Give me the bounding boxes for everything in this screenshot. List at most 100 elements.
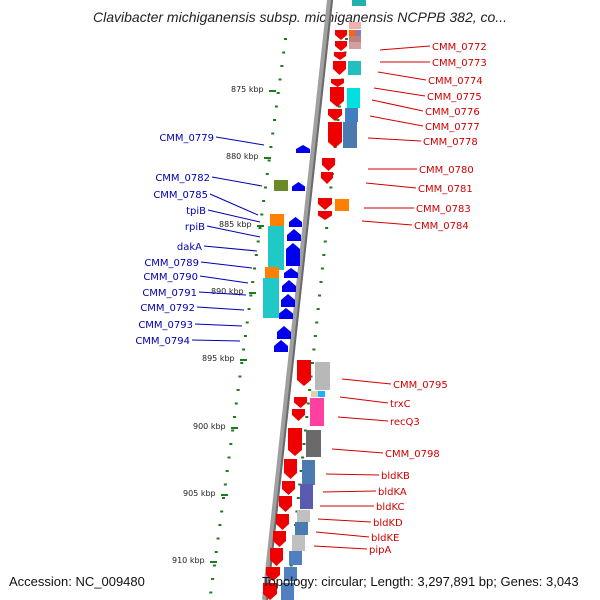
cds-segment xyxy=(281,583,294,600)
tick-dot xyxy=(313,335,317,337)
tick-dot xyxy=(298,483,302,486)
tick-dot xyxy=(242,348,246,351)
tick-dot xyxy=(325,227,329,229)
features-track xyxy=(263,0,366,600)
cds-segment xyxy=(348,61,361,75)
leader-line xyxy=(325,473,380,476)
tick-dot xyxy=(263,186,267,189)
forward-gene-arrow xyxy=(318,211,332,220)
leader-line xyxy=(203,245,258,252)
tick-dot xyxy=(220,510,224,513)
tick-dot xyxy=(253,267,257,270)
cds-segment xyxy=(297,510,310,522)
tick-dot xyxy=(218,524,222,526)
cds-segment xyxy=(349,22,361,29)
forward-gene-label: CMM_0784 xyxy=(414,221,469,232)
topology-summary: Topology: circular; Length: 3,297,891 bp… xyxy=(262,574,579,589)
tick-dot xyxy=(309,375,313,378)
cds-segment xyxy=(343,122,357,148)
tick-dot xyxy=(231,429,235,432)
reverse-gene-arrow xyxy=(287,229,301,241)
tick-dot xyxy=(276,92,280,94)
tick-dot xyxy=(310,362,314,364)
tick-dot xyxy=(238,375,242,378)
forward-gene-label: bldKB xyxy=(381,471,410,482)
tick-dot xyxy=(209,591,213,594)
tick-dot xyxy=(251,281,255,283)
reverse-gene-arrow xyxy=(284,268,298,278)
tick-dot xyxy=(278,78,282,81)
cds-segment xyxy=(318,391,325,397)
cds-segment xyxy=(295,522,308,535)
forward-gene-label: pipA xyxy=(369,545,391,556)
forward-gene-label: CMM_0778 xyxy=(423,137,478,148)
tick-dot xyxy=(214,551,218,553)
tick-dot xyxy=(323,240,327,243)
forward-gene-arrow xyxy=(276,514,289,530)
forward-gene-label: CMM_0780 xyxy=(419,165,474,176)
cds-segment xyxy=(311,391,318,397)
kbp-label: 880 kbp xyxy=(226,152,259,161)
tick-dot xyxy=(223,483,227,486)
label-leaders xyxy=(191,45,431,550)
tick-dot xyxy=(280,65,284,67)
reverse-gene-label: CMM_0789 xyxy=(144,258,199,269)
tick-dot xyxy=(337,105,341,108)
forward-gene-label: bldKE xyxy=(371,533,399,544)
cds-segment xyxy=(352,0,366,6)
tick-dot xyxy=(301,456,305,459)
reverse-gene-label: CMM_0790 xyxy=(143,272,198,283)
forward-gene-arrow xyxy=(322,158,335,171)
leader-line xyxy=(317,518,372,523)
leader-line xyxy=(361,220,413,226)
forward-gene-arrow xyxy=(335,30,347,40)
genome-backbone xyxy=(262,0,333,600)
reverse-gene-label: tpiB xyxy=(186,206,206,217)
kbp-mark xyxy=(257,225,264,227)
left-tick-track xyxy=(209,38,287,594)
tick-dot xyxy=(318,294,322,297)
tick-dot xyxy=(271,132,275,135)
kbp-label: 890 kbp xyxy=(211,287,244,296)
tick-dot xyxy=(345,38,348,40)
tick-dot xyxy=(316,308,320,310)
kbp-mark xyxy=(264,157,271,159)
leader-line xyxy=(369,115,424,127)
leader-line xyxy=(339,396,389,404)
kbp-label: 905 kbp xyxy=(183,489,216,498)
tick-dot xyxy=(312,348,316,351)
tick-dot xyxy=(249,294,253,297)
kbp-mark xyxy=(269,90,276,92)
leader-line xyxy=(198,291,247,296)
accession-text: Accession: NC_009480 xyxy=(9,574,145,589)
forward-gene-arrow xyxy=(328,122,342,148)
forward-gene-label: CMM_0781 xyxy=(418,184,473,195)
reverse-gene-label: CMM_0782 xyxy=(155,173,210,184)
tick-dot xyxy=(322,254,326,256)
tick-dot xyxy=(222,497,226,499)
forward-gene-arrow xyxy=(294,397,307,408)
tick-dot xyxy=(256,240,260,243)
tick-dot xyxy=(308,389,312,391)
cds-segment xyxy=(335,199,349,211)
tick-dot xyxy=(329,186,333,189)
leader-line xyxy=(331,448,384,454)
tick-dot xyxy=(258,227,262,229)
leader-line xyxy=(200,261,253,269)
cds-segment xyxy=(300,484,313,509)
tick-dot xyxy=(289,564,293,567)
tick-dot xyxy=(216,537,220,540)
forward-gene-label: CMM_0783 xyxy=(416,204,471,215)
forward-gene-label: bldKC xyxy=(376,502,404,513)
cds-segment xyxy=(268,226,284,270)
reverse-labels: CMM_0779 CMM_0782 CMM_0785 tpiB rpiB dakA CMM_… xyxy=(135,133,214,347)
leader-line xyxy=(337,416,389,422)
tick-dot xyxy=(299,470,303,472)
forward-gene-arrow xyxy=(273,531,286,547)
forward-gene-label: CMM_0772 xyxy=(432,42,487,53)
reverse-gene-label: dakA xyxy=(177,242,202,253)
cds-segment xyxy=(292,535,305,551)
leader-line xyxy=(209,193,259,216)
forward-gene-arrow xyxy=(284,459,297,479)
cds-segment xyxy=(349,36,361,42)
